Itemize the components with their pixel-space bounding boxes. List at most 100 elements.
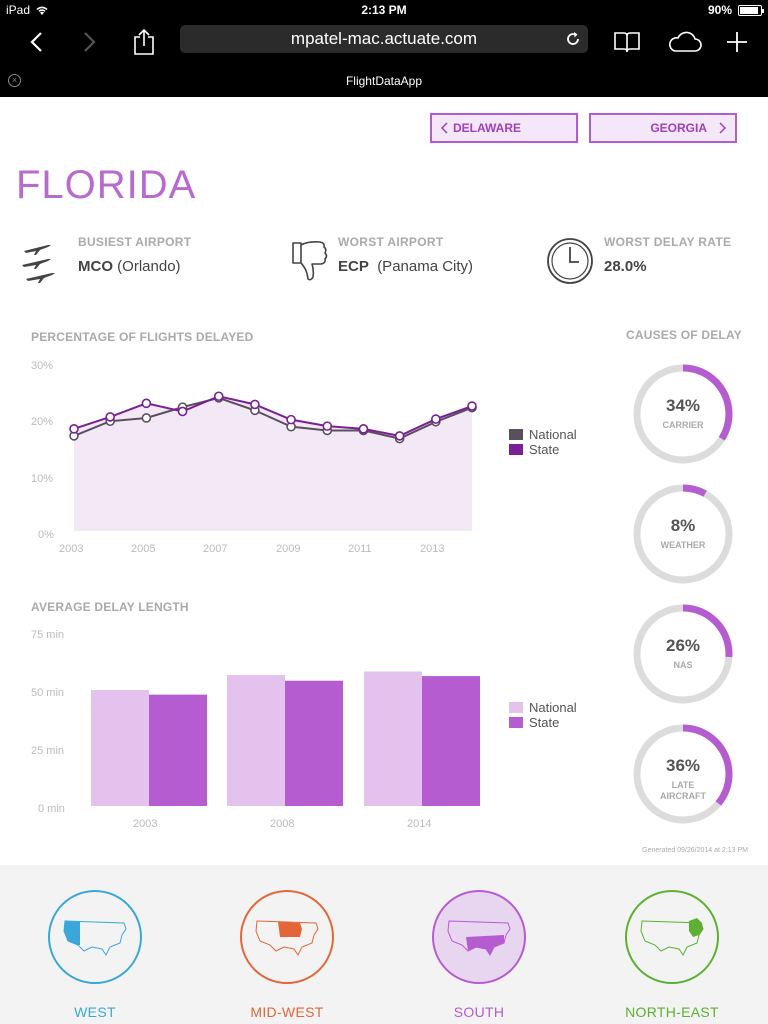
region-north-east-label: NORTH-EAST [625, 1004, 719, 1020]
donut-ring [633, 364, 733, 464]
status-bar: iPad 2:13 PM 90% [0, 0, 768, 20]
bar-state-2008[interactable] [285, 680, 343, 806]
point-state[interactable] [286, 414, 296, 425]
bar-state-2014[interactable] [422, 676, 480, 806]
tab-title[interactable]: FlightDataApp [345, 74, 423, 88]
region-south-label: SOUTH [453, 1004, 505, 1020]
point-state[interactable] [431, 414, 441, 424]
reload-icon[interactable] [564, 30, 582, 48]
donut-percent: 36% [665, 756, 701, 775]
usa-midwest-map-icon [255, 920, 319, 956]
donut-label: WEATHER [660, 540, 706, 550]
donut-nas[interactable]: 26% NAS [631, 602, 735, 706]
donut-arc [633, 724, 733, 824]
region-mid-west-circle[interactable] [240, 890, 334, 984]
point-state[interactable] [69, 424, 79, 434]
donut-carrier[interactable]: 34% CARRIER [631, 362, 735, 466]
prev-state-label: DELAWARE [453, 121, 522, 135]
next-state-button[interactable]: GEORGIA [589, 113, 737, 143]
worst-delay-rate-value: 28.0% [604, 258, 647, 275]
point-state[interactable] [177, 406, 188, 417]
x-tick: 2003 [59, 543, 84, 555]
donut-percent: 26% [665, 636, 701, 655]
region-north-east-circle[interactable] [625, 890, 719, 984]
area-fill [74, 396, 472, 531]
worst-airport-name: (Panama City) [377, 258, 474, 275]
point-state[interactable] [358, 424, 369, 434]
donut-weather[interactable]: 8% WEATHER [631, 482, 735, 586]
region-south[interactable]: SOUTH [432, 890, 526, 1020]
url-bar[interactable]: mpatel-mac.actuate.com [180, 25, 588, 53]
region-north-east[interactable]: NORTH-EAST [625, 890, 719, 1020]
back-button[interactable] [20, 26, 52, 58]
donut-arc [633, 604, 733, 704]
airplanes-icon [22, 245, 55, 283]
x-tick: 2007 [203, 543, 228, 555]
state-title: FLORIDA [16, 163, 197, 207]
browser-toolbar: mpatel-mac.actuate.com [0, 20, 768, 64]
forward-button[interactable] [74, 26, 106, 58]
causes-title: CAUSES OF DELAY [626, 328, 742, 342]
legend-national[interactable]: National [509, 427, 577, 442]
cloud-icon [669, 31, 702, 52]
legend-national[interactable]: National [509, 700, 577, 715]
point-state[interactable] [322, 421, 333, 431]
pct-delayed-title: PERCENTAGE OF FLIGHTS DELAYED [31, 330, 254, 344]
device-label: iPad [6, 3, 31, 17]
chevron-left-icon [30, 32, 42, 52]
legend-state[interactable]: State [509, 715, 577, 730]
point-national[interactable] [141, 413, 152, 423]
prev-state-button[interactable]: DELAWARE [430, 113, 578, 143]
x-tick: 2005 [131, 543, 156, 555]
clock-icon [547, 238, 593, 284]
url-text: mpatel-mac.actuate.com [290, 29, 478, 48]
icloud-tabs-button[interactable] [666, 26, 704, 58]
y-tick: 0% [38, 529, 54, 541]
point-state[interactable] [250, 399, 260, 410]
region-south-circle[interactable] [432, 890, 526, 984]
x-tick: 2009 [276, 543, 301, 555]
chevron-right-icon [719, 122, 727, 134]
donut-ring [633, 484, 733, 584]
bar-national-2008[interactable] [227, 674, 285, 806]
bar-national-2003[interactable] [91, 690, 149, 806]
donut-ring [633, 604, 733, 704]
new-tab-button[interactable] [721, 26, 753, 58]
donut-label: CARRIER [662, 420, 704, 430]
bar-state-2003[interactable] [149, 694, 207, 806]
region-west[interactable]: WEST [48, 890, 142, 1020]
clock: 2:13 PM [361, 3, 407, 17]
point-state[interactable] [213, 391, 224, 402]
point-state[interactable] [394, 431, 405, 441]
point-state[interactable] [105, 412, 115, 422]
donut-late-aircraft[interactable]: 36% LATE AIRCRAFT [631, 722, 735, 826]
x-tick: 2011 [348, 543, 372, 555]
bar-national-2014[interactable] [364, 671, 422, 806]
next-state-label: GEORGIA [650, 121, 707, 135]
avg-delay-title: AVERAGE DELAY LENGTH [31, 600, 189, 614]
donut-label: LATE AIRCRAFT [660, 780, 706, 801]
region-west-circle[interactable] [48, 890, 142, 984]
line-legend: National State [509, 427, 577, 457]
y-tick: 75 min [31, 629, 65, 641]
donut-ring [633, 724, 733, 824]
y-tick: 30% [31, 360, 54, 372]
y-tick: 10% [31, 473, 54, 485]
chevron-right-icon [84, 32, 96, 52]
usa-west-map-icon [63, 920, 127, 956]
worst-delay-rate-label: WORST DELAY RATE [604, 235, 732, 249]
x-tick: 2013 [420, 543, 445, 555]
region-mid-west[interactable]: MID-WEST [240, 890, 334, 1020]
close-tab-icon[interactable]: × [8, 74, 21, 87]
bookmarks-button[interactable] [611, 26, 643, 58]
region-mid-west-label: MID-WEST [250, 1004, 324, 1020]
worst-airport-label: WORST AIRPORT [338, 235, 444, 249]
pct-delayed-chart [69, 391, 477, 531]
busiest-airport-label: BUSIEST AIRPORT [78, 235, 192, 249]
x-tick: 2003 [133, 818, 158, 830]
tab-bar: × FlightDataApp [0, 64, 768, 97]
share-button[interactable] [128, 26, 160, 58]
point-state[interactable] [141, 398, 152, 409]
point-state[interactable] [467, 401, 477, 411]
legend-state[interactable]: State [509, 442, 577, 457]
